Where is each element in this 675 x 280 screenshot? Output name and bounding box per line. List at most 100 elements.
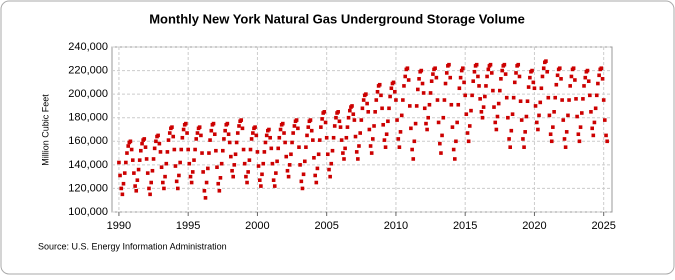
- point: [545, 69, 549, 74]
- point: [137, 158, 142, 162]
- point: [422, 106, 427, 111]
- point: [509, 128, 514, 133]
- point: [219, 161, 224, 166]
- point: [194, 137, 199, 141]
- point: [425, 127, 429, 132]
- point: [474, 62, 479, 67]
- point: [330, 148, 335, 153]
- point: [216, 181, 221, 186]
- point: [139, 148, 143, 153]
- point: [463, 93, 467, 98]
- point: [166, 138, 171, 142]
- point: [207, 151, 211, 155]
- point: [518, 99, 523, 104]
- point: [481, 105, 486, 109]
- point: [306, 125, 311, 129]
- point: [381, 122, 385, 127]
- point: [406, 78, 411, 82]
- point: [148, 192, 152, 197]
- point: [379, 93, 383, 98]
- point: [594, 93, 599, 98]
- point: [555, 73, 560, 78]
- point: [129, 147, 134, 152]
- point: [433, 66, 437, 71]
- point: [277, 135, 282, 140]
- point: [561, 118, 566, 122]
- point: [386, 119, 390, 124]
- point: [533, 104, 538, 108]
- point: [483, 94, 487, 99]
- point: [162, 186, 166, 191]
- point: [514, 71, 518, 75]
- point: [188, 174, 193, 179]
- point: [260, 172, 264, 177]
- point: [465, 131, 470, 135]
- point: [298, 163, 302, 167]
- point: [462, 80, 466, 85]
- point: [534, 120, 539, 125]
- point: [309, 128, 314, 133]
- point: [353, 134, 358, 139]
- point: [393, 89, 397, 94]
- point: [530, 68, 534, 73]
- point: [317, 138, 322, 142]
- point: [320, 117, 324, 121]
- point: [493, 120, 498, 125]
- point: [442, 98, 447, 102]
- point: [472, 69, 477, 74]
- point: [292, 124, 297, 128]
- plot-area: [111, 46, 613, 213]
- point: [282, 131, 286, 135]
- point: [230, 168, 234, 173]
- point: [434, 75, 439, 80]
- point: [334, 115, 338, 120]
- point: [345, 125, 350, 129]
- point: [461, 66, 465, 71]
- point: [206, 166, 210, 171]
- point: [553, 95, 558, 100]
- point: [478, 97, 482, 101]
- point: [450, 125, 455, 129]
- point: [117, 160, 121, 165]
- point: [523, 130, 527, 134]
- point: [165, 150, 170, 154]
- point: [574, 97, 578, 101]
- point: [427, 102, 432, 107]
- point: [426, 115, 431, 120]
- y-tick-label: 160,000: [68, 135, 108, 147]
- point: [328, 174, 332, 179]
- point: [296, 126, 300, 131]
- point: [358, 131, 362, 135]
- point: [348, 108, 352, 113]
- point: [268, 135, 272, 140]
- point: [479, 110, 484, 114]
- point: [226, 132, 231, 137]
- point: [161, 180, 165, 185]
- point: [187, 161, 192, 166]
- point: [551, 125, 555, 129]
- point: [484, 84, 488, 88]
- point: [184, 121, 188, 126]
- point: [405, 66, 410, 71]
- point: [522, 145, 526, 149]
- point: [178, 160, 182, 165]
- point: [235, 131, 240, 135]
- point: [416, 87, 420, 92]
- point: [297, 145, 301, 149]
- point: [209, 128, 214, 133]
- point: [267, 127, 271, 132]
- x-tick-label: 2010: [384, 220, 408, 232]
- point: [488, 62, 493, 67]
- point: [170, 125, 174, 129]
- point: [163, 174, 167, 179]
- point: [142, 137, 147, 141]
- point: [532, 86, 537, 91]
- point: [319, 125, 323, 129]
- point: [301, 172, 306, 177]
- point: [581, 97, 585, 101]
- point: [540, 74, 545, 79]
- point: [271, 178, 276, 182]
- point: [192, 158, 196, 162]
- point: [365, 101, 369, 106]
- point: [421, 91, 426, 95]
